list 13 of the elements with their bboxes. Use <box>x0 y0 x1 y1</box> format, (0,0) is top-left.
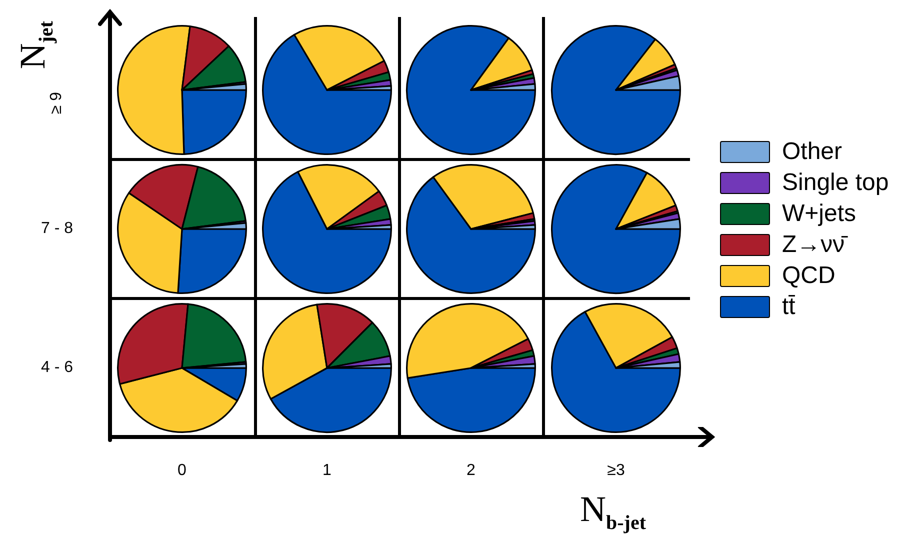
text: N$_{b-jet}$ <box>580 488 646 536</box>
legend-label: QCD <box>782 261 836 291</box>
legend-label: W+jets <box>782 199 856 229</box>
text: 7 - 8 <box>40 220 74 238</box>
legend-label: Single top <box>782 168 889 198</box>
legend-label: Other <box>782 137 842 167</box>
text: ≥ 9 <box>48 92 66 114</box>
category-label: 2 <box>466 462 476 480</box>
category-label: 1 <box>322 462 332 480</box>
legend-label: tt̄ <box>782 292 796 322</box>
category-label: ≥3 <box>607 462 625 480</box>
category-label: 0 <box>178 462 186 480</box>
text: 4 - 6 <box>40 359 74 377</box>
